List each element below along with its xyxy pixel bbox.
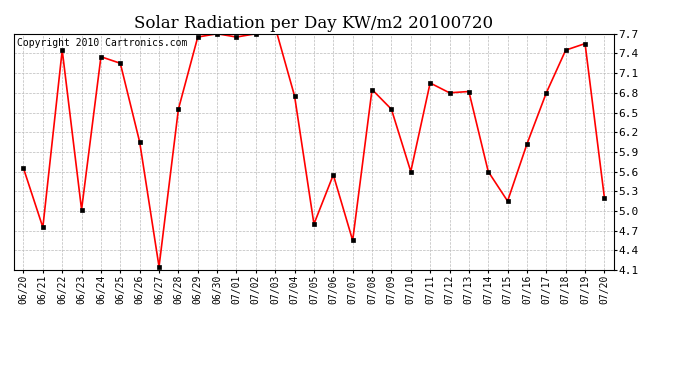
Title: Solar Radiation per Day KW/m2 20100720: Solar Radiation per Day KW/m2 20100720 bbox=[135, 15, 493, 32]
Text: Copyright 2010 Cartronics.com: Copyright 2010 Cartronics.com bbox=[17, 39, 187, 48]
